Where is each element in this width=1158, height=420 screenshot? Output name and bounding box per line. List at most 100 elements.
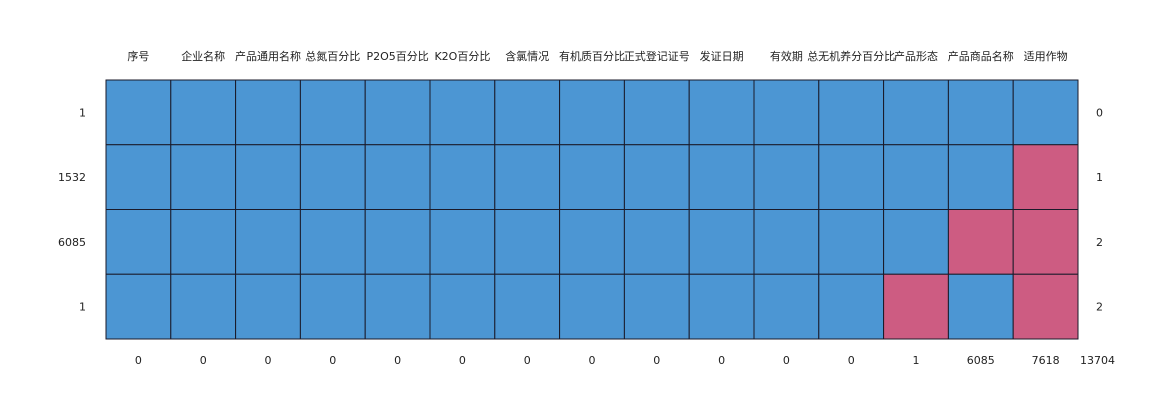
missing-cell xyxy=(883,273,949,340)
present-cell xyxy=(559,209,625,275)
present-cell xyxy=(947,144,1014,210)
present-cell xyxy=(818,209,885,275)
column-missing-count-label: 0 xyxy=(459,354,466,367)
row-missing-total-label: 0 xyxy=(1096,106,1103,119)
column-header: P2O5百分比 xyxy=(366,50,428,63)
column-missing-count-label: 0 xyxy=(394,354,401,367)
present-cell xyxy=(623,79,690,146)
present-cell xyxy=(429,79,496,146)
present-cell xyxy=(883,144,949,210)
column-header: 产品形态 xyxy=(894,49,938,63)
present-cell xyxy=(299,209,366,275)
present-cell xyxy=(947,273,1014,340)
row-missing-total-label: 1 xyxy=(1096,171,1103,184)
matrix-cells xyxy=(105,79,1079,340)
present-cell xyxy=(235,209,301,275)
column-missing-count-label: 0 xyxy=(589,354,596,367)
row-missing-total-label: 2 xyxy=(1096,236,1103,249)
row-count-label: 6085 xyxy=(58,236,86,249)
column-missing-count-label: 0 xyxy=(718,354,725,367)
missing-cell xyxy=(1012,144,1079,210)
column-missing-count-label: 0 xyxy=(783,354,790,367)
column-header: 有效期 xyxy=(770,49,803,63)
column-headers: 序号 企业名称 产品通用名称 总氮百分比 P2O5百分比 K2O百分比 含氯情况 有机质百分比… xyxy=(127,49,1067,63)
present-cell xyxy=(105,144,172,210)
present-cell xyxy=(494,144,561,210)
present-cell xyxy=(559,79,625,146)
present-cell xyxy=(753,273,820,340)
row-count-label: 1532 xyxy=(58,171,86,184)
present-cell xyxy=(364,209,431,275)
missing-cell xyxy=(1012,209,1079,275)
present-cell xyxy=(559,273,625,340)
present-cell xyxy=(623,209,690,275)
present-cell xyxy=(299,273,366,340)
present-cell xyxy=(170,209,237,275)
present-cell xyxy=(688,79,755,146)
present-cell xyxy=(299,79,366,146)
present-cell xyxy=(688,144,755,210)
column-header: 总无机养分百分比 xyxy=(807,49,895,63)
present-cell xyxy=(429,209,496,275)
column-header: 发证日期 xyxy=(700,49,744,63)
column-header: K2O百分比 xyxy=(434,50,490,63)
present-cell xyxy=(299,144,366,210)
present-cell xyxy=(688,209,755,275)
column-missing-count-label: 0 xyxy=(135,354,142,367)
row-count-labels: 1 1532 6085 1 xyxy=(58,106,86,313)
present-cell xyxy=(170,79,237,146)
present-cell xyxy=(364,273,431,340)
present-cell xyxy=(105,209,172,275)
present-cell xyxy=(883,79,949,146)
present-cell xyxy=(883,209,949,275)
present-cell xyxy=(235,144,301,210)
present-cell xyxy=(623,144,690,210)
present-cell xyxy=(818,79,885,146)
column-header: 有机质百分比 xyxy=(559,49,625,63)
present-cell xyxy=(623,273,690,340)
present-cell xyxy=(753,79,820,146)
column-header: 含氯情况 xyxy=(505,49,549,63)
column-missing-count-label: 6085 xyxy=(967,354,995,367)
present-cell xyxy=(105,79,172,146)
present-cell xyxy=(494,79,561,146)
column-missing-count-label: 0 xyxy=(200,354,207,367)
column-missing-count-label: 0 xyxy=(524,354,531,367)
column-header: 总氮百分比 xyxy=(305,49,360,63)
present-cell xyxy=(818,273,885,340)
present-cell xyxy=(753,144,820,210)
present-cell xyxy=(429,144,496,210)
column-header: 产品通用名称 xyxy=(235,49,301,63)
row-count-label: 1 xyxy=(79,106,86,119)
column-missing-count-label: 0 xyxy=(653,354,660,367)
present-cell xyxy=(559,144,625,210)
present-cell xyxy=(364,144,431,210)
present-cell xyxy=(494,273,561,340)
column-header: 产品商品名称 xyxy=(948,49,1014,63)
column-missing-count-label: 7618 xyxy=(1032,354,1060,367)
column-missing-count-label: 0 xyxy=(265,354,272,367)
missing-cell xyxy=(1012,273,1079,340)
present-cell xyxy=(364,79,431,146)
column-missing-count-label: 0 xyxy=(848,354,855,367)
row-missing-total-label: 2 xyxy=(1096,301,1103,314)
column-header: 适用作物 xyxy=(1024,49,1068,63)
present-cell xyxy=(235,79,301,146)
present-cell xyxy=(947,79,1014,146)
present-cell xyxy=(235,273,301,340)
present-cell xyxy=(170,273,237,340)
column-header: 正式登记证号 xyxy=(624,49,690,63)
row-count-label: 1 xyxy=(79,301,86,314)
present-cell xyxy=(818,144,885,210)
present-cell xyxy=(429,273,496,340)
column-missing-count-label: 1 xyxy=(913,354,920,367)
present-cell xyxy=(170,144,237,210)
present-cell xyxy=(1012,79,1079,146)
missing-cell xyxy=(947,209,1014,275)
row-missing-total-labels: 0 1 2 2 xyxy=(1096,106,1103,313)
column-missing-count-labels: 0 0 0 0 0 0 0 0 0 0 0 0 1 6085 7618 13704 xyxy=(135,354,1115,367)
present-cell xyxy=(494,209,561,275)
column-header: 序号 xyxy=(127,49,149,63)
total-missing-label: 13704 xyxy=(1080,354,1115,367)
